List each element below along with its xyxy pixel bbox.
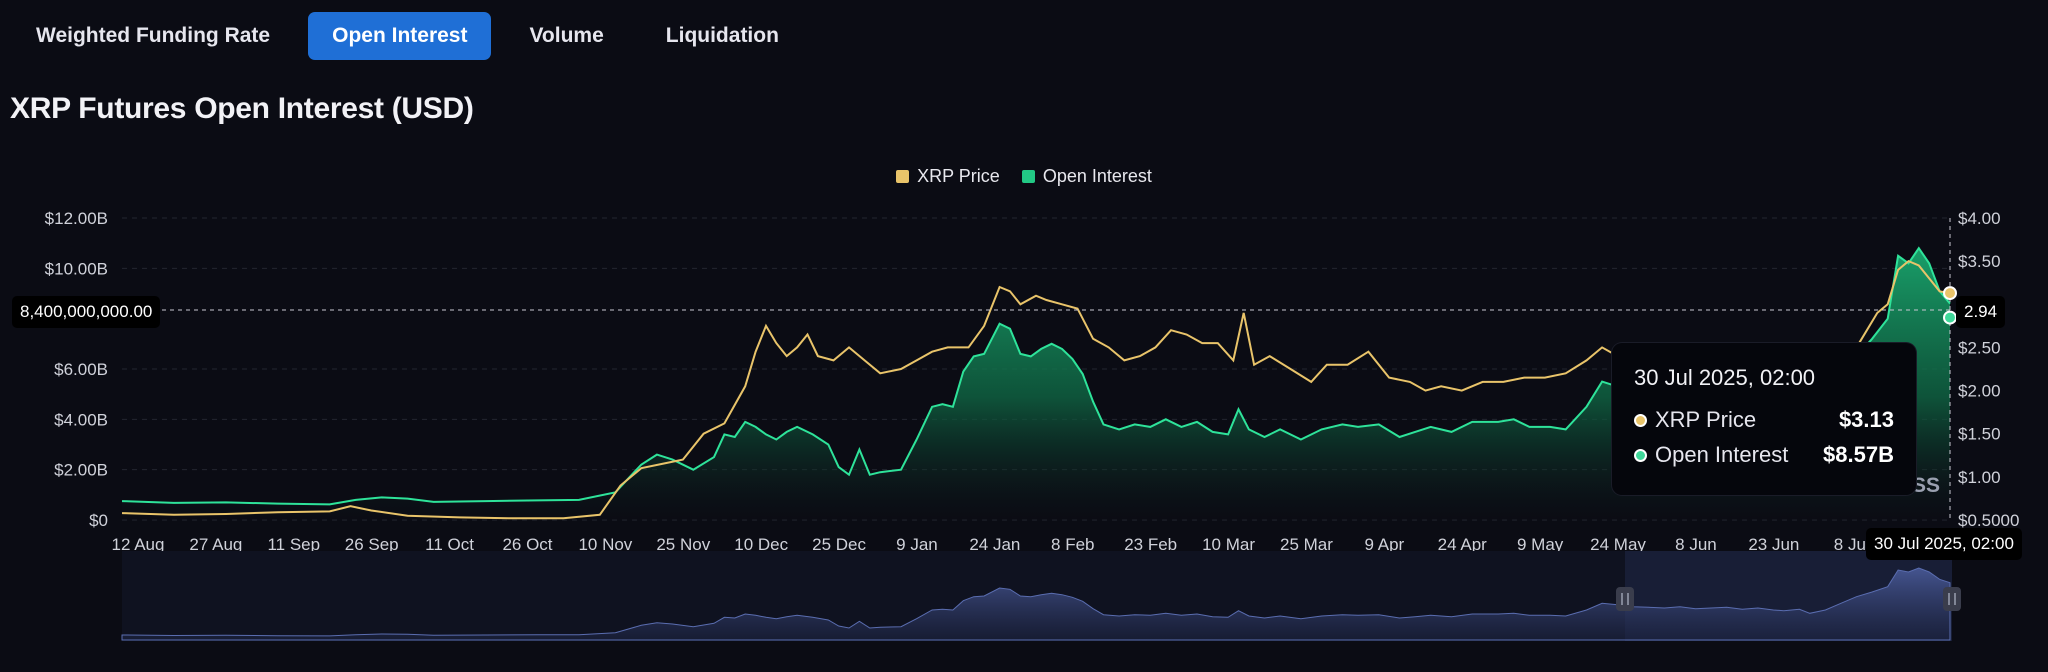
tooltip-label-oi: Open Interest bbox=[1655, 442, 1789, 467]
x-tick-label: 12 Aug bbox=[112, 535, 165, 554]
x-tick-label: 24 May bbox=[1590, 535, 1646, 554]
legend-item-price[interactable]: XRP Price bbox=[896, 166, 1000, 187]
x-tick-label: 8 Jun bbox=[1675, 535, 1717, 554]
legend-swatch-oi bbox=[1021, 170, 1035, 183]
y-right-tick-label: $3.50 bbox=[1958, 252, 2001, 271]
x-tick-label: 9 Apr bbox=[1365, 535, 1405, 554]
series-area-open-interest bbox=[122, 248, 1950, 520]
x-tick-label: 25 Dec bbox=[812, 535, 866, 554]
crosshair-right-label: 2.94 bbox=[1956, 296, 2006, 328]
y-right-tick-label: $2.00 bbox=[1958, 382, 2001, 401]
tooltip-row-price: XRP Price $3.13 bbox=[1634, 407, 1894, 433]
navigator-handle-right[interactable] bbox=[1943, 587, 1961, 611]
x-tick-label: 8 Jul bbox=[1834, 535, 1870, 554]
tooltip-date: 30 Jul 2025, 02:00 bbox=[1634, 365, 1816, 390]
chart-legend: XRP Price Open Interest bbox=[0, 166, 2048, 187]
tooltip-label-price: XRP Price bbox=[1655, 407, 1757, 432]
y-left-tick-label: $6.00B bbox=[54, 360, 108, 379]
x-tick-label: 10 Mar bbox=[1202, 535, 1255, 554]
x-tick-label: 25 Mar bbox=[1280, 535, 1333, 554]
navigator[interactable] bbox=[121, 551, 1961, 641]
price-marker bbox=[1943, 286, 1957, 301]
tooltip: 30 Jul 2025, 02:00 XRP Price $3.13 Open … bbox=[1612, 343, 1916, 495]
y-right-tick-label: $4.00 bbox=[1958, 209, 2001, 228]
crosshair-x-label: 30 Jul 2025, 02:00 bbox=[1866, 528, 2022, 560]
tab-volume[interactable]: Volume bbox=[529, 24, 604, 47]
x-tick-label: 11 Sep bbox=[267, 535, 320, 554]
x-tick-label: 23 Jun bbox=[1748, 535, 1799, 554]
y-right-tick-label: $1.50 bbox=[1958, 425, 2001, 444]
y-axis-right: $0.5000 $1.00 $1.50 $2.00 $2.50 $3.50 $4.00 bbox=[1958, 209, 2019, 530]
oi-marker bbox=[1943, 310, 1957, 325]
navigator-handle-left[interactable] bbox=[1616, 587, 1634, 611]
y-axis-left: $0 $2.00B $4.00B $6.00B $10.00B $12.00B bbox=[45, 209, 108, 530]
y-right-tick-label: $1.00 bbox=[1958, 468, 2001, 487]
tooltip-value-oi: $8.57B bbox=[1823, 442, 1894, 467]
x-tick-label: 26 Oct bbox=[502, 535, 552, 554]
tooltip-row-oi: Open Interest $8.57B bbox=[1634, 442, 1894, 468]
y-right-tick-label: $0.5000 bbox=[1958, 511, 2019, 530]
x-tick-label: 23 Feb bbox=[1124, 535, 1177, 554]
crosshair-y-label: 8,400,000,000.00 bbox=[12, 296, 161, 328]
legend-swatch-price bbox=[896, 170, 910, 183]
tooltip-dot-oi bbox=[1634, 448, 1647, 462]
legend-label-price: XRP Price bbox=[917, 166, 1000, 186]
tooltip-value-price: $3.13 bbox=[1838, 407, 1894, 432]
tab-bar: Weighted Funding Rate Open Interest Volu… bbox=[12, 12, 803, 60]
watermark: SS bbox=[1912, 474, 1940, 497]
tab-weighted-funding-rate[interactable]: Weighted Funding Rate bbox=[36, 24, 271, 47]
tab-liquidation[interactable]: Liquidation bbox=[665, 24, 779, 47]
x-tick-label: 24 Apr bbox=[1438, 535, 1487, 554]
y-right-tick-label: $2.50 bbox=[1958, 338, 2001, 357]
y-left-tick-label: $10.00B bbox=[45, 259, 108, 278]
legend-label-oi: Open Interest bbox=[1042, 166, 1152, 186]
x-axis: 12 Aug 27 Aug 11 Sep 26 Sep 11 Oct 26 Oct 10 N… bbox=[112, 535, 1870, 554]
x-tick-label: 26 Sep bbox=[345, 535, 399, 554]
page-title: XRP Futures Open Interest (USD) bbox=[10, 92, 474, 125]
x-tick-label: 27 Aug bbox=[189, 535, 242, 554]
legend-item-oi[interactable]: Open Interest bbox=[1021, 166, 1152, 187]
x-tick-label: 8 Feb bbox=[1051, 535, 1094, 554]
tab-open-interest[interactable]: Open Interest bbox=[308, 12, 492, 60]
x-tick-label: 9 Jan bbox=[896, 535, 938, 554]
x-tick-label: 10 Dec bbox=[734, 535, 788, 554]
tooltip-dot-price bbox=[1634, 413, 1647, 427]
x-tick-label: 9 May bbox=[1517, 535, 1564, 554]
y-left-tick-label: $12.00B bbox=[45, 209, 108, 228]
y-left-tick-label: $4.00B bbox=[54, 410, 108, 429]
navigator-series bbox=[121, 567, 1951, 641]
x-tick-label: 25 Nov bbox=[656, 535, 710, 554]
x-tick-label: 24 Jan bbox=[969, 535, 1020, 554]
x-tick-label: 10 Nov bbox=[578, 535, 632, 554]
y-left-tick-label: $0 bbox=[89, 511, 108, 530]
y-left-tick-label: $2.00B bbox=[54, 461, 108, 480]
x-tick-label: 11 Oct bbox=[425, 535, 474, 554]
